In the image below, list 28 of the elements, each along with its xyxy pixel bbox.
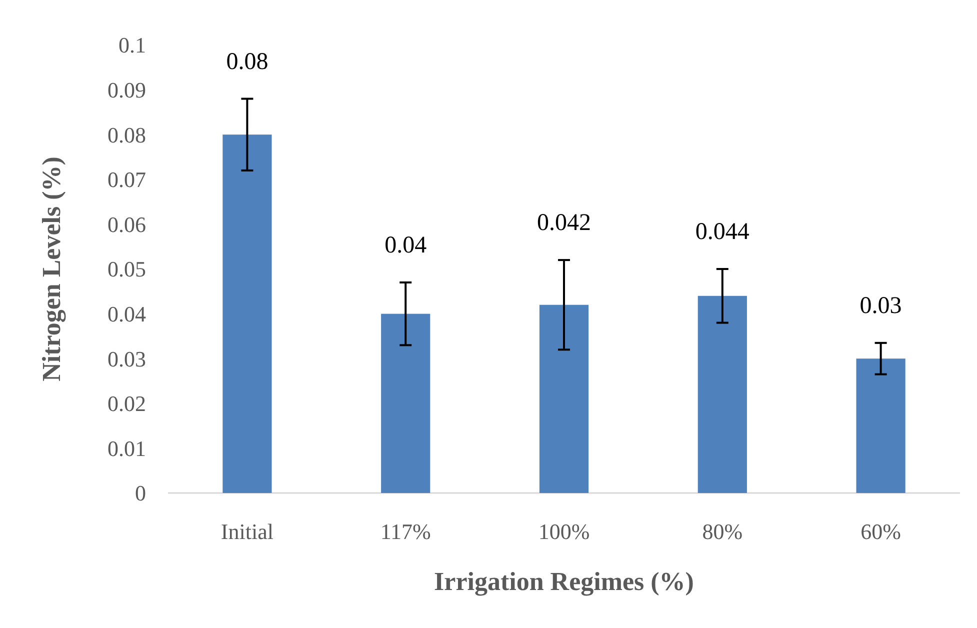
y-tick-label: 0.09 <box>108 78 146 102</box>
bar <box>381 314 430 493</box>
y-tick-label: 0.04 <box>108 302 146 326</box>
x-tick-label: 117% <box>380 519 431 544</box>
data-label: 0.044 <box>695 219 750 245</box>
data-label: 0.03 <box>860 292 902 319</box>
y-tick-label: 0.1 <box>118 32 146 58</box>
x-axis-title: Irrigation Regimes (%) <box>434 567 694 596</box>
y-tick-label: 0.06 <box>108 212 146 237</box>
y-tick-label: 0.03 <box>108 346 146 372</box>
bar <box>856 358 906 493</box>
data-label: 0.042 <box>537 210 591 236</box>
y-tick-label: 0.01 <box>108 436 146 461</box>
y-tick-label: 0.07 <box>108 167 146 192</box>
data-label: 0.08 <box>226 48 268 75</box>
y-axis-title: Nitrogen Levels (%) <box>37 156 66 382</box>
y-tick-label: 0.02 <box>108 391 146 416</box>
x-tick-label: 80% <box>702 519 743 544</box>
y-tick-label: 0 <box>135 480 146 506</box>
x-tick-label: 100% <box>538 519 590 544</box>
x-tick-label: 60% <box>860 519 901 544</box>
bar <box>698 296 747 493</box>
bar <box>222 134 272 493</box>
y-tick-label: 0.08 <box>108 122 146 148</box>
data-label: 0.04 <box>384 232 427 258</box>
y-tick-label: 0.05 <box>108 256 146 282</box>
bar <box>539 304 589 493</box>
x-tick-label: Initial <box>220 519 274 544</box>
